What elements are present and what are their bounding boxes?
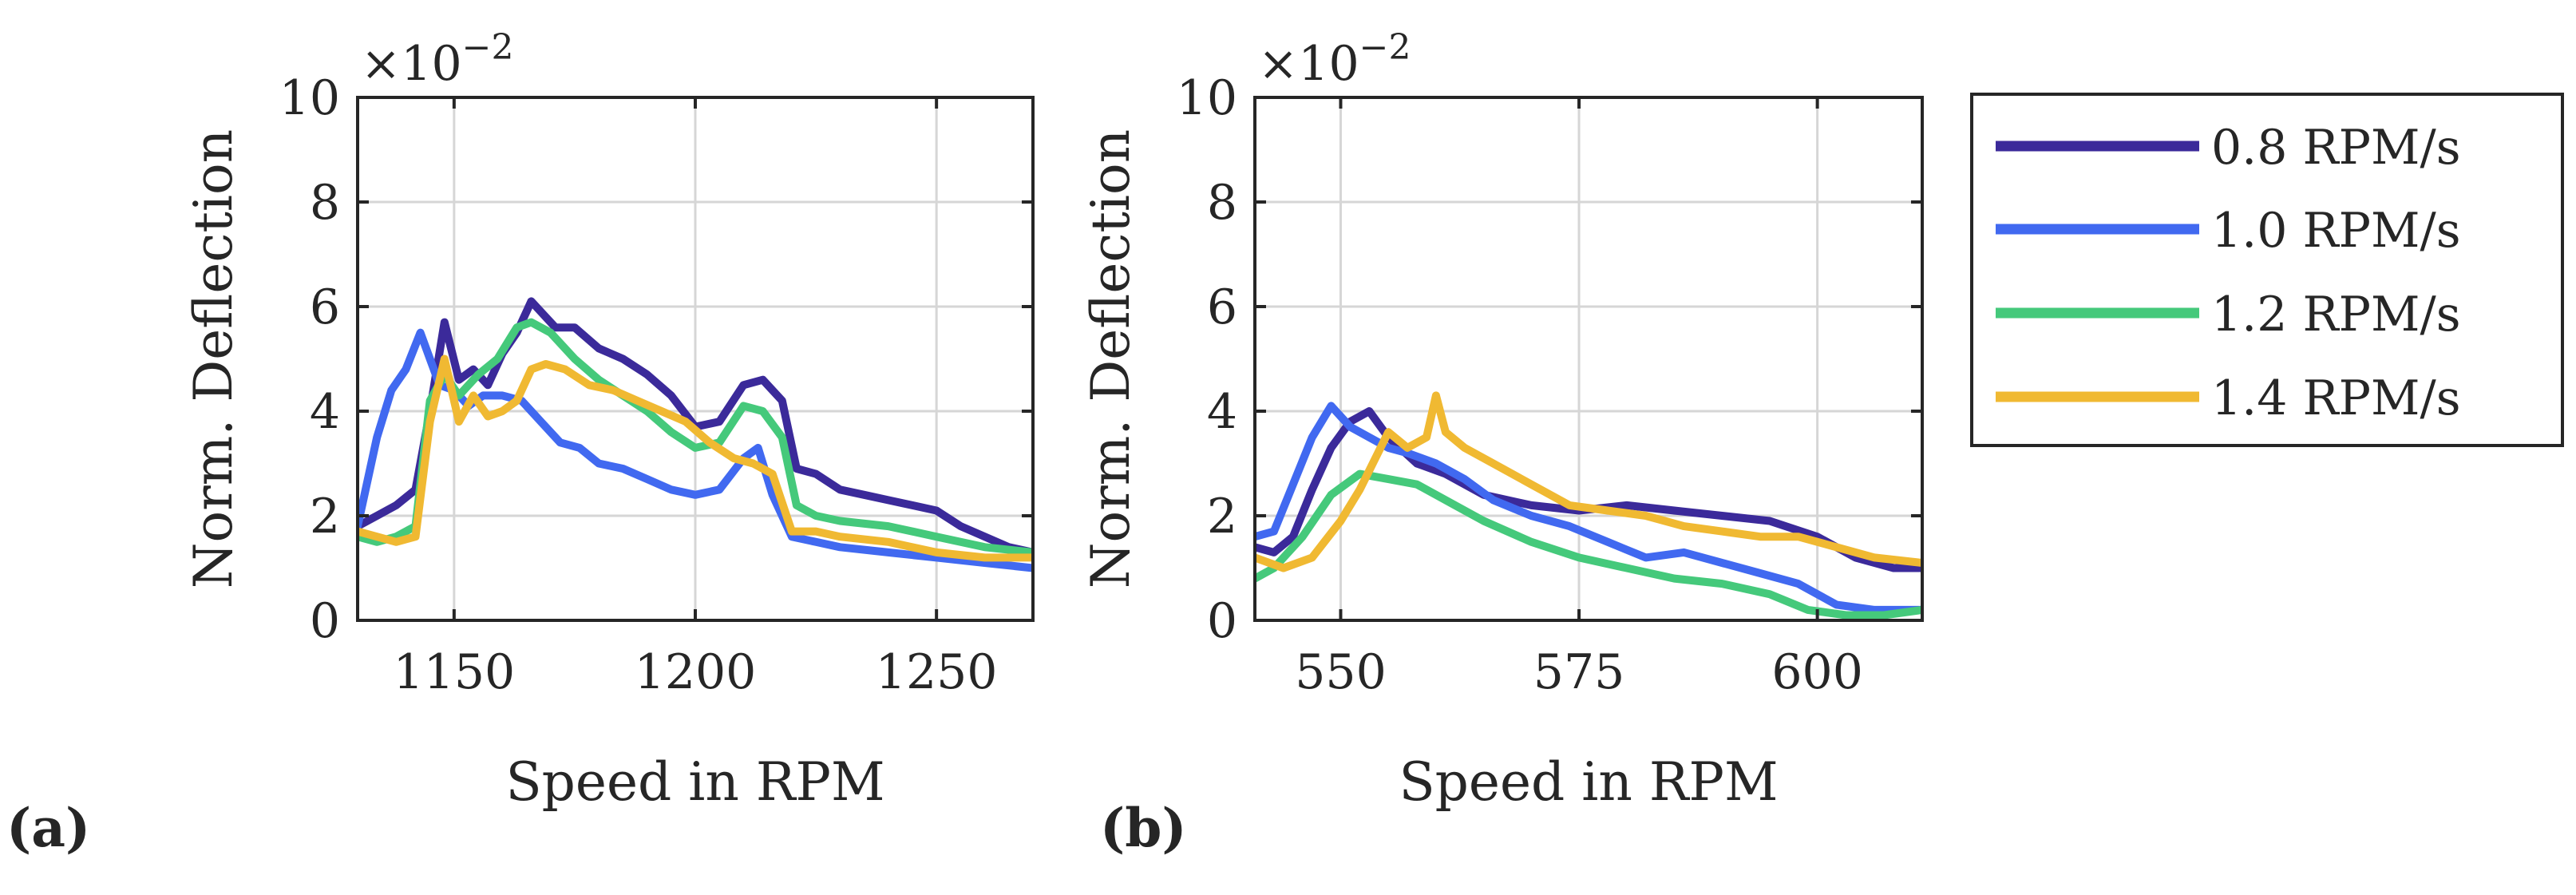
y-tick-label: 0 (1207, 593, 1237, 649)
legend-item: 1.2 RPM/s (1996, 287, 2460, 343)
legend-label: 0.8 RPM/s (2211, 120, 2460, 176)
x-tick-label: 600 (1771, 644, 1863, 700)
x-tick-label: 575 (1533, 644, 1625, 700)
legend-item: 1.0 RPM/s (1996, 203, 2460, 259)
y-multiplier: ×10−2 (361, 27, 514, 92)
series-group (358, 297, 1033, 572)
y-tick-label: 2 (1207, 489, 1237, 545)
legend: 0.8 RPM/s 1.0 RPM/s 1.2 RPM/s 1.4 RPM/s (1970, 93, 2564, 447)
x-tick-label: 1200 (635, 644, 757, 700)
x-axis-label: Speed in RPM (505, 751, 884, 813)
y-tick-label: 4 (1207, 384, 1237, 440)
chart-panel-a: 1150 1200 1250 0 2 4 6 8 10 ×10−2 Speed in RPM Norm… (183, 27, 1035, 813)
legend-item: 1.4 RPM/s (1996, 370, 2460, 426)
y-multiplier: ×10−2 (1258, 27, 1411, 92)
y-axis-label: Norm. Deflection (183, 129, 244, 588)
legend-label: 1.0 RPM/s (2211, 203, 2460, 259)
series-line-1-4-RPM-s (358, 354, 1033, 562)
series-group (1255, 391, 1922, 620)
legend-box (1970, 93, 2564, 447)
y-tick-label: 6 (1207, 279, 1237, 335)
series-line-1-0-RPM-s (1255, 402, 1922, 614)
series-line-0-8-RPM-s (358, 297, 1033, 556)
axes-box (1253, 96, 1924, 622)
x-tick-label: 550 (1295, 644, 1387, 700)
x-axis-label: Speed in RPM (1399, 751, 1778, 813)
y-tick-label: 10 (1177, 70, 1237, 126)
y-tick-label: 6 (310, 279, 340, 335)
y-tick-label: 10 (279, 70, 340, 126)
y-tick-label: 8 (1207, 175, 1237, 231)
series-line-1-4-RPM-s (1255, 391, 1922, 572)
y-tick-label: 8 (310, 175, 340, 231)
legend-item: 0.8 RPM/s (1996, 120, 2460, 176)
legend-label: 1.4 RPM/s (2211, 370, 2460, 426)
y-tick-label: 4 (310, 384, 340, 440)
y-tick-label: 2 (310, 489, 340, 545)
series-line-1-0-RPM-s (358, 328, 1033, 572)
series-line-1-2-RPM-s (1255, 469, 1922, 620)
x-tick-label: 1250 (876, 644, 998, 700)
y-axis-label: Norm. Deflection (1080, 129, 1142, 588)
panel-label-a: (a) (6, 797, 90, 859)
panel-label-b: (b) (1100, 797, 1187, 859)
legend-label: 1.2 RPM/s (2211, 287, 2460, 343)
x-tick-label: 1150 (394, 644, 516, 700)
y-tick-label: 0 (310, 593, 340, 649)
chart-panel-b: 550 575 600 0 2 4 6 8 10 ×10−2 Speed in RPM Norm. D… (1080, 27, 1924, 813)
